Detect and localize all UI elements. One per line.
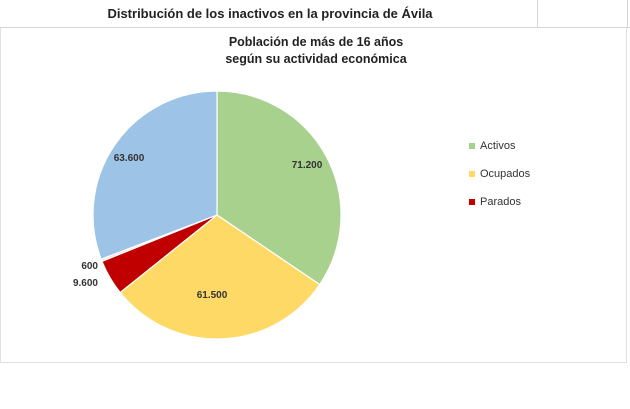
pie-data-label: 9.600 <box>73 278 98 289</box>
legend-swatch <box>469 199 475 205</box>
pie-slice-other-4 <box>92 90 218 260</box>
legend-swatch <box>469 171 475 177</box>
header-bar: Distribución de los inactivos en la prov… <box>0 0 630 28</box>
pie-data-label: 71.200 <box>292 160 323 171</box>
page-title: Distribución de los inactivos en la prov… <box>107 6 433 21</box>
pie-data-label: 61.500 <box>197 290 228 301</box>
pie-slice-ocupados <box>119 214 321 340</box>
chart-title-line-2: según su actividad económica <box>225 52 407 66</box>
legend-label: Ocupados <box>480 168 531 180</box>
pie-data-label: 600 <box>81 261 98 272</box>
header-divider <box>627 0 628 28</box>
header-divider <box>537 0 538 28</box>
legend-swatch <box>469 143 475 149</box>
pie-slice-activos <box>216 90 342 286</box>
legend-item-activos: Activos <box>469 139 515 153</box>
chart-area: Población de más de 16 años según su act… <box>0 28 627 363</box>
legend-label: Parados <box>480 196 521 208</box>
chart-title-line-1: Población de más de 16 años <box>228 35 404 49</box>
legend-item-ocupados: Ocupados <box>469 167 530 181</box>
pie-data-label: 63.600 <box>114 153 145 164</box>
legend-label: Activos <box>480 140 516 152</box>
pie-chart: 71.200 61.500 9.600 600 63.600 <box>73 90 342 340</box>
legend-item-parados: Parados <box>469 195 521 209</box>
